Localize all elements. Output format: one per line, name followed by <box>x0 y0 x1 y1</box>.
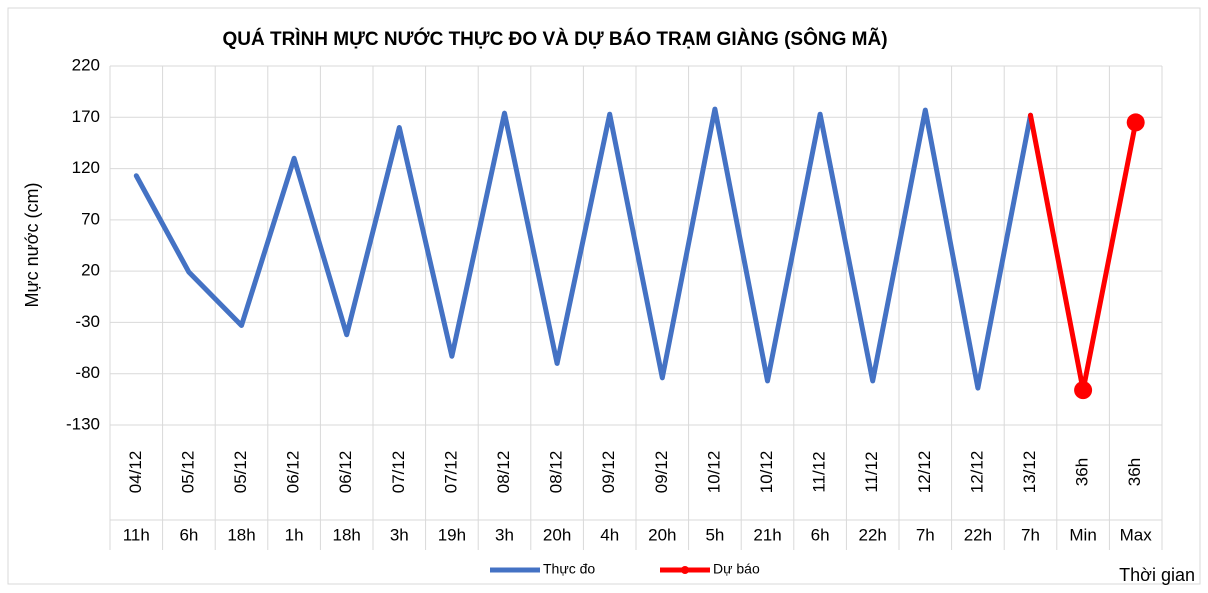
x-tick-label: 09/12 <box>652 451 671 494</box>
x-tick-label: 11/12 <box>810 451 829 492</box>
x-tick-label: 12/12 <box>967 451 986 494</box>
x-tick-sublabel: 1h <box>285 525 304 544</box>
y-tick-label: 220 <box>72 55 100 74</box>
x-tick-sublabel: 19h <box>438 525 466 544</box>
x-tick-label: 12/12 <box>915 451 934 494</box>
x-tick-sublabel: Min <box>1069 525 1096 544</box>
series-marker <box>1126 113 1145 132</box>
series-line <box>133 106 1033 391</box>
legend-label: Dự báo <box>713 561 760 577</box>
x-tick-sublabel: 21h <box>753 525 781 544</box>
x-tick-sublabel: Max <box>1120 525 1153 544</box>
x-tick-sublabel: 6h <box>179 525 198 544</box>
y-tick-label: -80 <box>75 363 100 382</box>
y-tick-label: 120 <box>72 158 100 177</box>
x-tick-label: 07/12 <box>441 451 460 494</box>
chart-border <box>7 7 1201 585</box>
y-tick-label: 70 <box>81 209 100 228</box>
x-tick-sublabel: 5h <box>705 525 724 544</box>
x-tick-label: 07/12 <box>389 451 408 494</box>
x-tick-label: 36h <box>1073 458 1092 486</box>
x-tick-sublabel: 4h <box>600 525 619 544</box>
x-tick-sublabel: 18h <box>333 525 361 544</box>
x-tick-sublabel: 22h <box>964 525 992 544</box>
x-tick-label: 05/12 <box>178 451 197 494</box>
x-tick-label: 04/12 <box>126 451 145 494</box>
chart-title: QUÁ TRÌNH MỰC NƯỚC THỰC ĐO VÀ DỰ BÁO TRẠ… <box>222 28 887 50</box>
x-tick-label: 08/12 <box>494 451 513 494</box>
x-tick-sublabel: 20h <box>648 525 676 544</box>
x-tick-label: 06/12 <box>336 451 355 494</box>
x-tick-label: 13/12 <box>1020 451 1039 494</box>
x-axis-label: Thời gian <box>1119 565 1195 585</box>
x-tick-sublabel: 3h <box>390 525 409 544</box>
y-axis-label: Mực nước (cm) <box>22 183 42 308</box>
y-tick-label: 170 <box>72 107 100 126</box>
legend-label: Thực đo <box>543 561 595 577</box>
x-tick-label: 36h <box>1125 458 1144 486</box>
x-tick-label: 09/12 <box>599 451 618 494</box>
x-tick-sublabel: 18h <box>227 525 255 544</box>
x-tick-label: 10/12 <box>757 451 776 494</box>
series-marker <box>1074 381 1093 400</box>
x-tick-sublabel: 7h <box>1021 525 1040 544</box>
x-tick-sublabel: 11h <box>123 525 150 544</box>
x-tick-sublabel: 6h <box>811 525 830 544</box>
y-tick-label: -30 <box>75 312 100 331</box>
legend-marker <box>681 566 689 574</box>
x-tick-sublabel: 3h <box>495 525 514 544</box>
x-tick-sublabel: 20h <box>543 525 571 544</box>
x-tick-label: 10/12 <box>704 451 723 494</box>
y-tick-label: 20 <box>81 261 100 280</box>
x-tick-label: 08/12 <box>547 451 566 494</box>
x-tick-label: 11/12 <box>862 451 881 492</box>
x-tick-sublabel: 22h <box>859 525 887 544</box>
x-tick-label: 06/12 <box>284 451 303 494</box>
y-tick-label: -130 <box>66 414 100 433</box>
x-tick-sublabel: 7h <box>916 525 935 544</box>
x-tick-label: 05/12 <box>231 451 250 494</box>
